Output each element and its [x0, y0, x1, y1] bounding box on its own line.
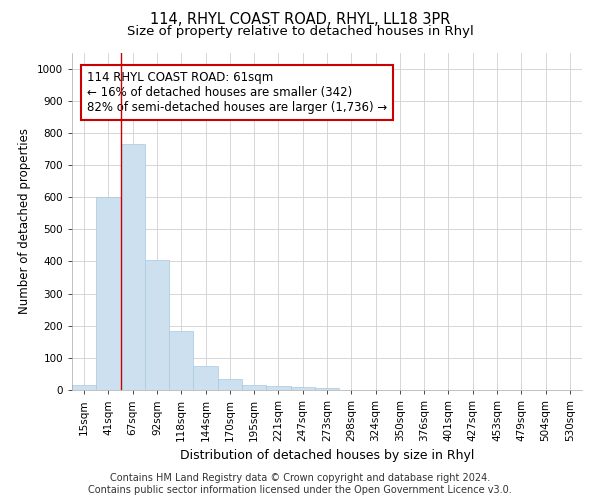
Bar	[121, 144, 145, 390]
Bar	[145, 260, 169, 390]
Y-axis label: Number of detached properties: Number of detached properties	[18, 128, 31, 314]
X-axis label: Distribution of detached houses by size in Rhyl: Distribution of detached houses by size …	[180, 450, 474, 462]
Bar	[218, 379, 242, 390]
Bar	[242, 385, 266, 390]
Text: Contains HM Land Registry data © Crown copyright and database right 2024.
Contai: Contains HM Land Registry data © Crown c…	[88, 474, 512, 495]
Text: 114, RHYL COAST ROAD, RHYL, LL18 3PR: 114, RHYL COAST ROAD, RHYL, LL18 3PR	[150, 12, 450, 28]
Bar	[193, 366, 218, 390]
Bar	[290, 387, 315, 390]
Text: 114 RHYL COAST ROAD: 61sqm
← 16% of detached houses are smaller (342)
82% of sem: 114 RHYL COAST ROAD: 61sqm ← 16% of deta…	[88, 71, 388, 114]
Bar	[169, 330, 193, 390]
Bar	[315, 388, 339, 390]
Text: Size of property relative to detached houses in Rhyl: Size of property relative to detached ho…	[127, 25, 473, 38]
Bar	[266, 386, 290, 390]
Bar	[96, 197, 121, 390]
Bar	[72, 385, 96, 390]
